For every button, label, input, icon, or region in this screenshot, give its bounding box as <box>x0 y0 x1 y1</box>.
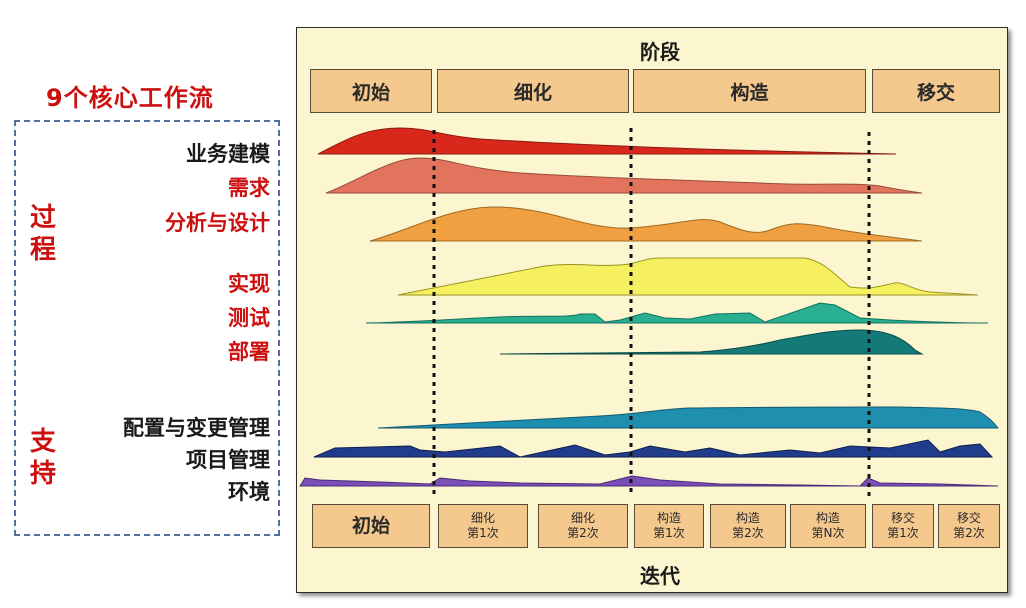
iteration-label-phase: 细化 <box>470 511 495 525</box>
workflow-label-config-change: 配置与变更管理 <box>123 416 270 440</box>
workflow-group-frame <box>14 120 280 536</box>
iteration-label-order: 第2次 <box>732 526 764 540</box>
group-label-process: 过程 <box>28 202 58 266</box>
workflows-title: 9个核心工作流 <box>46 84 214 112</box>
rup-diagram-panel <box>296 27 1008 593</box>
phase-elaboration: 细化 <box>437 69 629 113</box>
phase-construction: 构造 <box>633 69 866 113</box>
workflow-curve-implementation <box>397 257 979 296</box>
workflow-label-requirements: 需求 <box>228 176 270 200</box>
group-label-support: 支持 <box>28 426 58 490</box>
iteration-label-phase: 构造 <box>815 511 840 525</box>
workflow-label-business-modeling: 业务建模 <box>186 142 270 166</box>
iteration-transition-1: 移交 第1次 <box>872 504 934 548</box>
iteration-label-phase: 构造 <box>735 511 760 525</box>
workflow-curve-config-change <box>377 406 1000 429</box>
iteration-label-phase: 移交 <box>890 511 915 525</box>
group-label-support-text: 支持 <box>29 427 56 489</box>
iteration-label-order: 第1次 <box>467 526 499 540</box>
iterations-header: 迭代 <box>640 564 680 588</box>
workflow-label-analysis-design: 分析与设计 <box>165 211 270 235</box>
phase-inception: 初始 <box>310 69 432 113</box>
iteration-label-order: 第2次 <box>567 526 599 540</box>
workflow-label-test: 测试 <box>228 306 270 330</box>
iteration-elaboration-2: 细化 第2次 <box>538 504 628 548</box>
iteration-elaboration-1: 细化 第1次 <box>438 504 528 548</box>
workflow-label-deployment: 部署 <box>228 340 270 364</box>
workflow-curve-analysis-design <box>369 206 923 242</box>
iteration-label-phase: 构造 <box>656 511 681 525</box>
iteration-inception-label: 初始 <box>351 514 390 537</box>
workflow-curve-test <box>365 302 989 324</box>
phases-header: 阶段 <box>640 40 680 64</box>
workflow-curve-environment <box>299 475 999 487</box>
workflow-label-environment: 环境 <box>228 480 270 504</box>
iteration-label-order: 第2次 <box>953 526 985 540</box>
iteration-construction-2: 构造 第2次 <box>710 504 786 548</box>
iteration-transition-2: 移交 第2次 <box>938 504 1000 548</box>
group-label-process-text: 过程 <box>29 203 56 265</box>
iteration-label-order: 第1次 <box>887 526 919 540</box>
workflow-label-implementation: 实现 <box>228 272 270 296</box>
workflow-label-project-management: 项目管理 <box>186 448 270 472</box>
phase-transition: 移交 <box>872 69 1000 113</box>
workflow-curve-deployment <box>499 329 924 355</box>
iteration-label-phase: 细化 <box>570 511 595 525</box>
iteration-label-phase: 移交 <box>956 511 981 525</box>
workflow-curve-project-management <box>313 439 994 458</box>
workflow-curve-requirements <box>325 157 923 194</box>
iteration-label-order: 第1次 <box>653 526 685 540</box>
iteration-construction-n: 构造 第N次 <box>790 504 866 548</box>
iteration-construction-1: 构造 第1次 <box>634 504 704 548</box>
iteration-inception: 初始 <box>312 504 430 548</box>
workflow-curve-business-modeling <box>317 127 897 155</box>
iteration-label-order: 第N次 <box>811 526 845 540</box>
